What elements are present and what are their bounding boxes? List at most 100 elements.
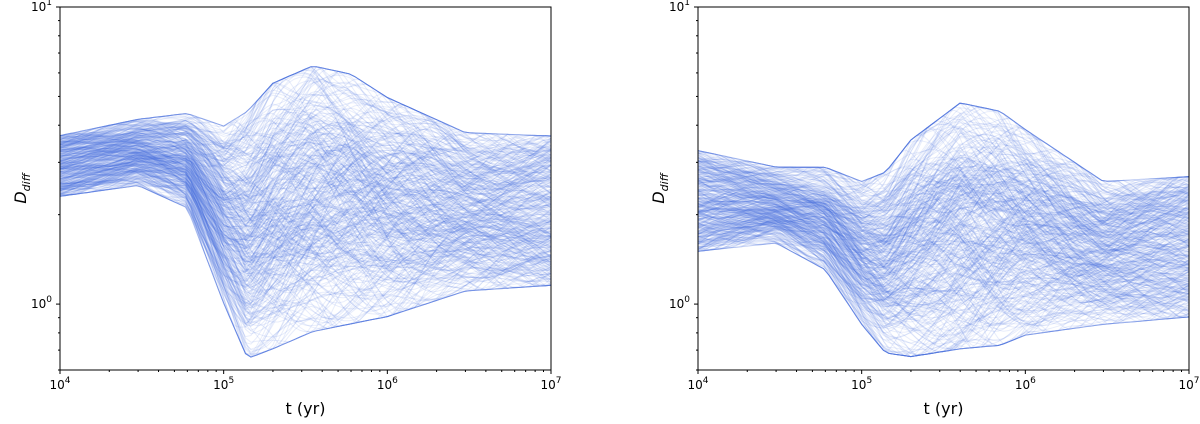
series-line xyxy=(60,131,551,209)
series-line xyxy=(60,159,551,271)
series-line xyxy=(698,156,1189,269)
series-line xyxy=(60,116,551,252)
series-line xyxy=(698,157,1189,293)
series-line xyxy=(60,101,551,237)
series-line xyxy=(698,123,1189,199)
series-line xyxy=(60,151,551,308)
series-line xyxy=(698,106,1189,243)
series-line xyxy=(60,138,551,313)
y-tick-label: 100 xyxy=(31,295,52,311)
series-line xyxy=(698,115,1189,251)
series-line xyxy=(698,156,1189,299)
series-line xyxy=(698,160,1189,222)
x-tick-base: 10 xyxy=(540,378,555,392)
series-line xyxy=(60,66,551,184)
series-line xyxy=(60,185,551,301)
series-line xyxy=(698,137,1189,262)
series-line xyxy=(698,118,1189,245)
series-line xyxy=(60,78,551,211)
series-line xyxy=(698,188,1189,299)
series-line xyxy=(60,105,551,253)
series-line xyxy=(60,127,551,189)
y-tick-exponent: 1 xyxy=(46,0,52,8)
series-line xyxy=(698,144,1189,247)
series-line xyxy=(60,180,551,282)
series-line xyxy=(60,148,551,245)
series-line xyxy=(60,144,551,330)
y-tick-base: 10 xyxy=(31,0,46,14)
series-line xyxy=(698,223,1189,310)
series-line xyxy=(698,214,1189,302)
series-line xyxy=(698,145,1189,253)
series-line xyxy=(698,152,1189,281)
series-line xyxy=(60,164,551,289)
series-line xyxy=(698,160,1189,296)
series-line xyxy=(698,156,1189,280)
series-line xyxy=(698,225,1189,291)
series-line xyxy=(698,229,1189,358)
series-line xyxy=(60,117,551,261)
series-line xyxy=(60,82,551,264)
series-line xyxy=(60,121,551,244)
series-line xyxy=(60,81,551,222)
series-line xyxy=(60,127,551,238)
series-line xyxy=(60,168,551,309)
series-line xyxy=(60,135,551,291)
series-line xyxy=(698,169,1189,320)
series-line xyxy=(60,133,551,261)
series-line xyxy=(698,174,1189,272)
series-line xyxy=(698,194,1189,286)
series-line xyxy=(60,135,551,207)
series-line xyxy=(60,74,551,211)
y-tick-label: 100 xyxy=(669,295,690,311)
series-line xyxy=(698,233,1189,358)
series-line xyxy=(698,223,1189,327)
series-line xyxy=(60,94,551,154)
series-line xyxy=(60,130,551,280)
series-line xyxy=(60,168,551,323)
series-line xyxy=(60,117,551,288)
series-line xyxy=(60,146,551,251)
series-line xyxy=(60,155,551,218)
series-line xyxy=(698,217,1189,345)
series-line xyxy=(698,102,1189,235)
series-line xyxy=(698,189,1189,284)
series-line xyxy=(698,163,1189,229)
series-line xyxy=(60,160,551,315)
series-line xyxy=(60,144,551,307)
series-line xyxy=(698,117,1189,225)
y-tick-label: 101 xyxy=(31,0,52,14)
series-line xyxy=(698,202,1189,316)
x-tick-label: 104 xyxy=(687,376,708,392)
series-line xyxy=(698,213,1189,356)
series-line xyxy=(60,146,551,276)
series-line xyxy=(698,236,1189,327)
series-line xyxy=(698,139,1189,251)
series-line xyxy=(60,168,551,288)
series-line xyxy=(698,208,1189,337)
series-bundle xyxy=(698,102,1189,358)
y-tick-exponent: 1 xyxy=(684,0,690,8)
series-line xyxy=(60,120,551,262)
series-line xyxy=(698,106,1189,210)
series-line xyxy=(60,66,551,192)
series-line xyxy=(698,166,1189,272)
series-line xyxy=(60,108,551,223)
series-line xyxy=(60,163,551,327)
series-line xyxy=(698,220,1189,356)
series-line xyxy=(698,174,1189,326)
series-line xyxy=(60,181,551,310)
series-line xyxy=(60,68,551,211)
series-line xyxy=(60,66,551,174)
series-line xyxy=(60,177,551,279)
series-line xyxy=(698,218,1189,349)
series-line xyxy=(60,149,551,343)
series-line xyxy=(698,157,1189,278)
series-line xyxy=(60,120,551,277)
series-line xyxy=(698,240,1189,358)
series-line xyxy=(60,89,551,192)
series-line xyxy=(60,123,551,275)
series-line xyxy=(698,197,1189,356)
series-line xyxy=(698,150,1189,262)
series-line xyxy=(698,224,1189,325)
